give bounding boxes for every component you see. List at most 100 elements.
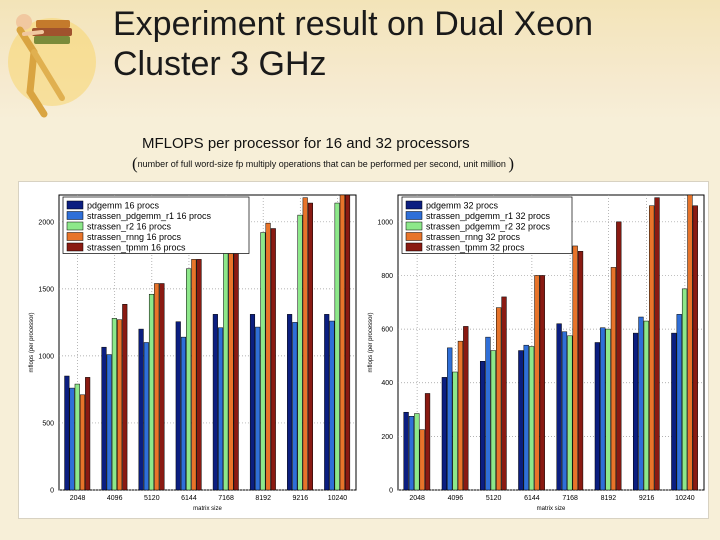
bar [329, 320, 335, 491]
legend-label: pdgemm 32 procs [426, 201, 499, 211]
x-tick-label: 4096 [107, 495, 123, 502]
bar [79, 394, 86, 491]
bar [457, 340, 464, 491]
legend-box [401, 196, 573, 254]
slide-title: Experiment result on Dual Xeon Cluster 3… [113, 5, 594, 83]
legend-label: strassen_tpmm 16 procs [87, 243, 186, 253]
y-tick-label: 500 [42, 420, 54, 427]
bar [249, 314, 256, 491]
bar [122, 304, 128, 491]
legend-swatch [66, 200, 84, 210]
x-tick-label: 4096 [448, 495, 464, 502]
legend-label: strassen_rnng 16 procs [87, 232, 182, 242]
bar [255, 326, 261, 491]
bar [111, 318, 117, 491]
x-axis-label: matrix size [193, 506, 222, 512]
legend-label: strassen_tpmm 32 procs [426, 243, 525, 253]
bar [490, 350, 496, 491]
x-tick-label: 8192 [255, 495, 271, 502]
legend-swatch [66, 242, 84, 252]
chart-panel: 0 500 1000 1500 2000 2048 4096 5120 6144 7168 8192… [18, 181, 709, 519]
bar [196, 259, 202, 491]
bar [518, 350, 524, 491]
bar [101, 346, 107, 491]
bar [154, 283, 160, 491]
legend-box [62, 196, 250, 254]
x-tick-label: 2048 [70, 495, 86, 502]
bar [180, 336, 186, 491]
bar [138, 328, 144, 491]
bar [638, 316, 644, 491]
bar [643, 320, 649, 491]
x-tick-label: 9216 [639, 495, 655, 502]
x-tick-label: 7168 [218, 495, 234, 502]
bar [485, 336, 491, 491]
legend-swatch [405, 242, 423, 252]
bar [297, 214, 303, 491]
bar [692, 205, 698, 491]
bar [681, 288, 688, 491]
bar [74, 383, 80, 491]
y-tick-label: 800 [381, 273, 393, 280]
bar [270, 228, 276, 491]
bar [143, 342, 149, 491]
bar [85, 377, 91, 491]
bar [414, 413, 420, 491]
y-tick-label: 1000 [38, 353, 54, 360]
bar [419, 429, 425, 491]
bar [556, 323, 562, 491]
x-tick-label: 6144 [524, 495, 540, 502]
x-tick-label: 7168 [562, 495, 578, 502]
bar [671, 332, 677, 491]
bar [223, 244, 229, 491]
legend-label: strassen_rnng 32 procs [426, 232, 521, 242]
bar [148, 293, 155, 491]
bar [632, 332, 639, 491]
bar [339, 194, 345, 491]
bar [463, 326, 469, 491]
legend-label: strassen_r2 16 procs [87, 222, 172, 232]
slide-subtitle: MFLOPS per processor for 16 and 32 proce… [142, 135, 470, 152]
bar [447, 347, 453, 491]
bar [610, 267, 617, 491]
bar [561, 331, 568, 491]
bar [307, 202, 313, 491]
bar [605, 328, 611, 491]
y-tick-label: 2000 [38, 219, 54, 226]
x-tick-label: 10240 [675, 495, 695, 502]
y-tick-label: 200 [381, 434, 393, 441]
y-axis-label: mflops (per processor) [29, 312, 35, 372]
bar [228, 233, 234, 491]
chart-left: 0 500 1000 1500 2000 2048 4096 5120 6144 7168 8192… [29, 194, 357, 512]
bar [676, 314, 682, 491]
legend-swatch [66, 232, 84, 241]
bar [408, 416, 415, 491]
legend-swatch [405, 211, 423, 220]
x-axis-label: matrix size [537, 506, 566, 512]
units-note: (number of full word-size fp multiply op… [132, 154, 515, 173]
bar [687, 194, 693, 491]
bar [175, 321, 181, 491]
x-tick-label: 5120 [144, 495, 160, 502]
bar [452, 371, 458, 491]
legend-swatch [66, 211, 84, 220]
bar [424, 393, 431, 491]
bar [292, 322, 298, 491]
bar [265, 222, 271, 491]
bar [344, 194, 351, 491]
legend-swatch [405, 221, 423, 231]
x-tick-label: 10240 [328, 495, 348, 502]
chart-right: 0 200 400 600 800 1000 2048 4096 5120 6144 7168 819… [368, 194, 705, 512]
x-tick-label: 5120 [486, 495, 502, 502]
legend-swatch [66, 221, 84, 231]
y-tick-label: 0 [389, 488, 393, 495]
bar [567, 335, 573, 491]
bar [572, 245, 578, 491]
legend-label: strassen_pdgemm_r1 32 procs [426, 211, 551, 221]
bar [501, 296, 507, 491]
bar [441, 377, 447, 491]
bar [117, 319, 123, 491]
logo-icon [8, 14, 96, 118]
bar [600, 327, 606, 491]
